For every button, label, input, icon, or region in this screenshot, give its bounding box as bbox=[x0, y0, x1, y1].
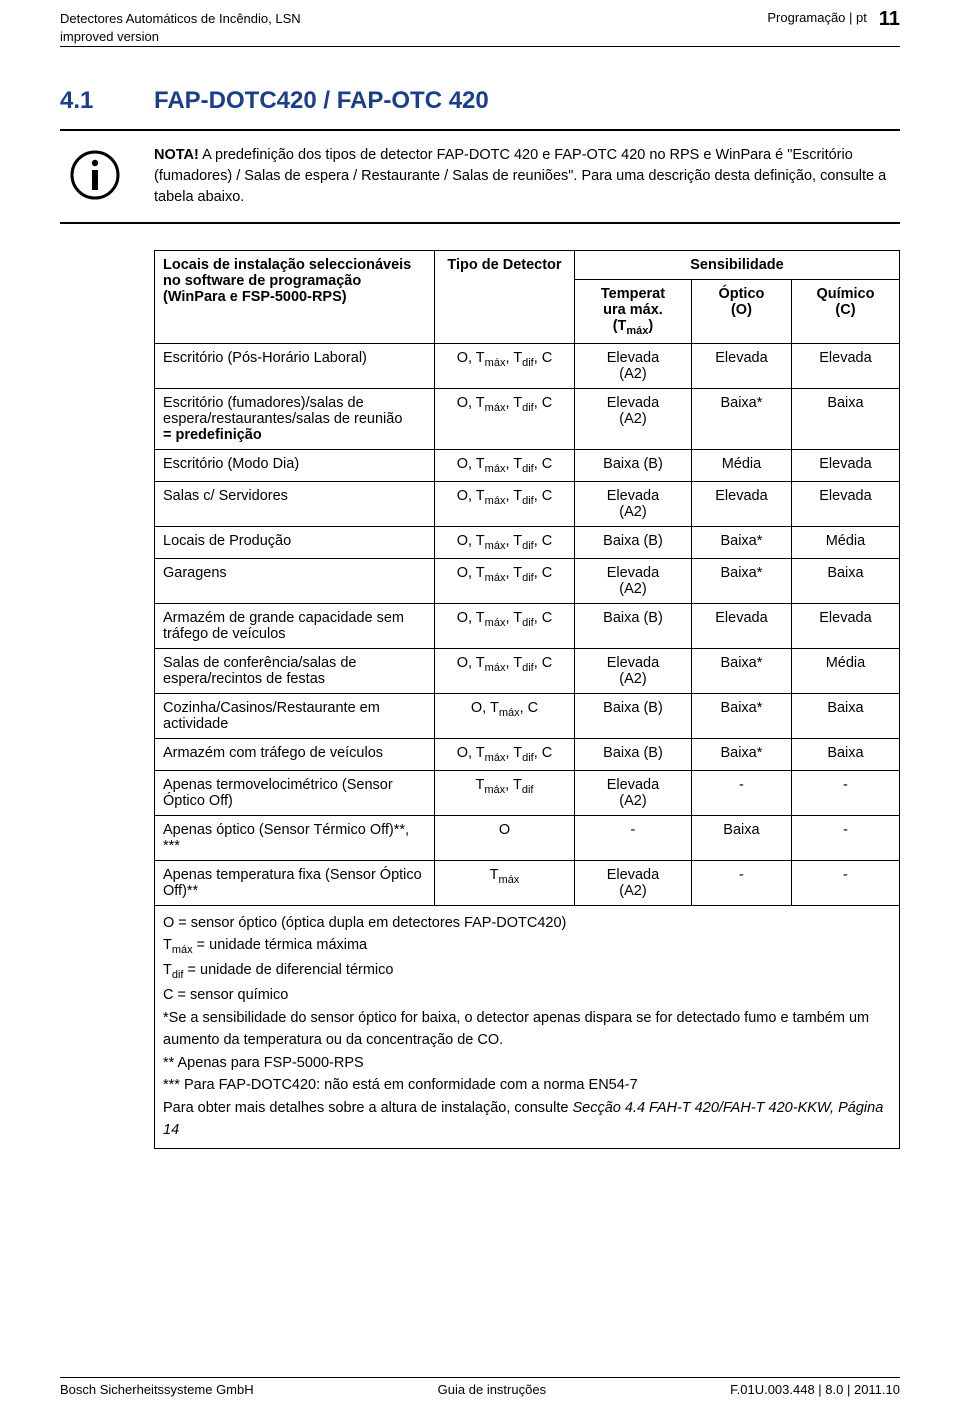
table-cell: Baixa* bbox=[691, 559, 791, 604]
table-cell: Elevada bbox=[691, 482, 791, 527]
table-cell: Média bbox=[791, 527, 899, 559]
table-footnotes: O = sensor óptico (óptica dupla em detec… bbox=[154, 906, 900, 1149]
footnote: Tmáx = unidade térmica máxima bbox=[163, 934, 891, 959]
footer-center: Guia de instruções bbox=[438, 1382, 546, 1397]
table-cell: Baixa bbox=[791, 389, 899, 450]
table-cell: Baixa (B) bbox=[575, 450, 692, 482]
table-cell: Baixa* bbox=[691, 527, 791, 559]
table-cell: Elevada bbox=[691, 344, 791, 389]
footnote: Para obter mais detalhes sobre a altura … bbox=[163, 1097, 891, 1142]
table-cell: O, Tmáx, Tdif, C bbox=[435, 739, 575, 771]
table-row: Armazém com tráfego de veículos bbox=[155, 739, 435, 771]
section-title: FAP-DOTC420 / FAP-OTC 420 bbox=[154, 87, 489, 115]
table-cell: - bbox=[791, 770, 899, 815]
table-cell: Média bbox=[691, 450, 791, 482]
header-right-label: Programação | pt bbox=[767, 10, 866, 33]
table-cell: - bbox=[691, 770, 791, 815]
page-header: Detectores Automáticos de Incêndio, LSN … bbox=[60, 0, 900, 47]
table-row: Armazém de grande capacidade sem tráfego… bbox=[155, 604, 435, 649]
th-quimico: Químico(C) bbox=[791, 280, 899, 344]
table-cell: Baixa (B) bbox=[575, 694, 692, 739]
table-cell: Elevada(A2) bbox=[575, 770, 692, 815]
table-cell: O bbox=[435, 815, 575, 860]
table-cell: Elevada(A2) bbox=[575, 559, 692, 604]
th-locais: Locais de instalação seleccionáveis no s… bbox=[155, 251, 435, 344]
sensitivity-table: Locais de instalação seleccionáveis no s… bbox=[154, 250, 900, 906]
section-number: 4.1 bbox=[60, 87, 130, 115]
info-icon bbox=[60, 145, 130, 208]
footnote: *** Para FAP-DOTC420: não está em confor… bbox=[163, 1074, 891, 1096]
th-optico: Óptico(O) bbox=[691, 280, 791, 344]
header-left-line2: improved version bbox=[60, 28, 301, 46]
table-cell: Elevada(A2) bbox=[575, 344, 692, 389]
footnote: Tdif = unidade de diferencial térmico bbox=[163, 959, 891, 984]
table-cell: Baixa* bbox=[691, 649, 791, 694]
table-cell: Baixa (B) bbox=[575, 604, 692, 649]
page-footer: Bosch Sicherheitssysteme GmbH Guia de in… bbox=[60, 1377, 900, 1397]
th-tipo: Tipo de Detector bbox=[435, 251, 575, 344]
footnote: ** Apenas para FSP-5000-RPS bbox=[163, 1052, 891, 1074]
table-row: Garagens bbox=[155, 559, 435, 604]
table-cell: Elevada bbox=[791, 450, 899, 482]
table-cell: Elevada bbox=[691, 604, 791, 649]
page-number: 11 bbox=[879, 8, 900, 31]
table-cell: Elevada(A2) bbox=[575, 389, 692, 450]
table-row: Apenas temperatura fixa (Sensor Óptico O… bbox=[155, 860, 435, 905]
table-cell: Baixa (B) bbox=[575, 739, 692, 771]
table-cell: Baixa bbox=[791, 559, 899, 604]
table-cell: O, Tmáx, Tdif, C bbox=[435, 559, 575, 604]
header-left-line1: Detectores Automáticos de Incêndio, LSN bbox=[60, 10, 301, 28]
table-cell: Média bbox=[791, 649, 899, 694]
table-row: Escritório (Pós-Horário Laboral) bbox=[155, 344, 435, 389]
th-sens: Sensibilidade bbox=[575, 251, 900, 280]
table-cell: O, Tmáx, Tdif, C bbox=[435, 649, 575, 694]
table-cell: Tmáx, Tdif bbox=[435, 770, 575, 815]
footnote: O = sensor óptico (óptica dupla em detec… bbox=[163, 912, 891, 934]
note-block: NOTA! A predefinição dos tipos de detect… bbox=[60, 129, 900, 224]
table-cell: Elevada bbox=[791, 604, 899, 649]
table-cell: Baixa* bbox=[691, 389, 791, 450]
table-cell: Elevada bbox=[791, 482, 899, 527]
table-cell: Tmáx bbox=[435, 860, 575, 905]
table-cell: Baixa bbox=[791, 739, 899, 771]
table-cell: O, Tmáx, Tdif, C bbox=[435, 389, 575, 450]
table-row: Escritório (fumadores)/salas de espera/r… bbox=[155, 389, 435, 450]
table-cell: Baixa bbox=[791, 694, 899, 739]
table-cell: O, Tmáx, Tdif, C bbox=[435, 344, 575, 389]
table-cell: O, Tmáx, Tdif, C bbox=[435, 604, 575, 649]
table-cell: Baixa* bbox=[691, 739, 791, 771]
table-cell: O, Tmáx, Tdif, C bbox=[435, 450, 575, 482]
table-row: Salas de conferência/salas de espera/rec… bbox=[155, 649, 435, 694]
footnote: C = sensor químico bbox=[163, 984, 891, 1006]
table-cell: Elevada(A2) bbox=[575, 860, 692, 905]
table-cell: Elevada(A2) bbox=[575, 482, 692, 527]
table-cell: - bbox=[791, 815, 899, 860]
note-label: NOTA! bbox=[154, 147, 199, 163]
table-cell: - bbox=[791, 860, 899, 905]
footer-right: F.01U.003.448 | 8.0 | 2011.10 bbox=[730, 1382, 900, 1397]
note-body: A predefinição dos tipos de detector FAP… bbox=[154, 147, 886, 205]
table-cell: O, Tmáx, Tdif, C bbox=[435, 527, 575, 559]
table-row: Apenas óptico (Sensor Térmico Off)**, **… bbox=[155, 815, 435, 860]
table-cell: O, Tmáx, Tdif, C bbox=[435, 482, 575, 527]
table-row: Locais de Produção bbox=[155, 527, 435, 559]
table-cell: O, Tmáx, C bbox=[435, 694, 575, 739]
table-cell: Elevada(A2) bbox=[575, 649, 692, 694]
table-cell: Elevada bbox=[791, 344, 899, 389]
th-temp: Temperatura máx.(Tmáx) bbox=[575, 280, 692, 344]
table-cell: - bbox=[575, 815, 692, 860]
table-cell: - bbox=[691, 860, 791, 905]
footnote: *Se a sensibilidade do sensor óptico for… bbox=[163, 1007, 891, 1052]
table-cell: Baixa (B) bbox=[575, 527, 692, 559]
table-row: Escritório (Modo Dia) bbox=[155, 450, 435, 482]
table-row: Apenas termovelocimétrico (Sensor Óptico… bbox=[155, 770, 435, 815]
table-cell: Baixa bbox=[691, 815, 791, 860]
table-row: Cozinha/Casinos/Restaurante em actividad… bbox=[155, 694, 435, 739]
table-row: Salas c/ Servidores bbox=[155, 482, 435, 527]
footer-left: Bosch Sicherheitssysteme GmbH bbox=[60, 1382, 254, 1397]
table-cell: Baixa* bbox=[691, 694, 791, 739]
